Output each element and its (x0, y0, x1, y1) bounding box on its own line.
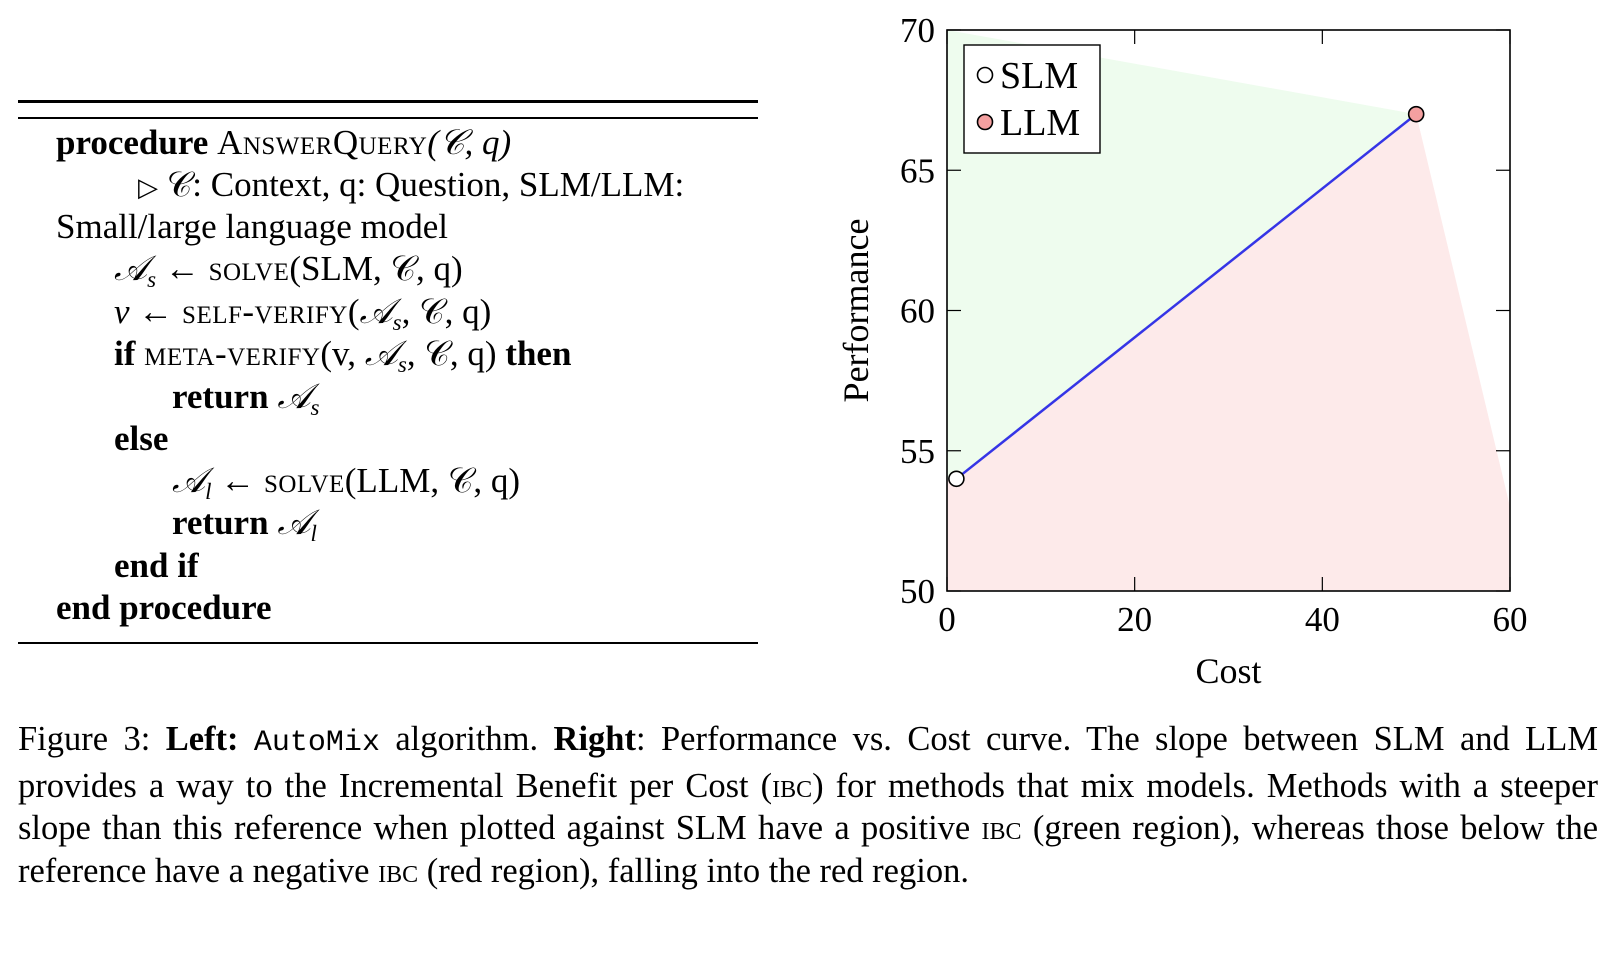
caption-left-label: Left: (165, 720, 239, 758)
algorithm-comment: ▷ 𝒞: Context, q: Question, SLM/LLM: (138, 165, 685, 204)
algorithm-line-self-verify: v ← self-verify(𝒜s, 𝒞, q) (114, 292, 492, 336)
algorithm-bottom-rule (18, 642, 758, 644)
algorithm-line-solve-slm: 𝒜s ← solve(SLM, 𝒞, q) (114, 249, 463, 293)
algorithm-line-procedure: procedure AnswerQuery(𝒞, q) (56, 123, 512, 162)
x-tick-label: 20 (1117, 600, 1152, 639)
caption-right-label: Right (553, 720, 636, 758)
legend-label-slm: SLM (1000, 55, 1078, 97)
figure-caption: Figure 3: Left: AutoMix algorithm. Right… (18, 720, 1599, 890)
algorithm-line-solve-llm: 𝒜l ← solve(LLM, 𝒞, q) (172, 461, 520, 505)
algorithm-top-rule (18, 100, 758, 103)
llm-point (1407, 105, 1425, 123)
y-tick-label: 55 (900, 432, 935, 471)
red-region (947, 114, 1510, 592)
algorithm-line-return-l: return 𝒜l (172, 503, 317, 547)
reference-line (955, 113, 1417, 480)
algorithm-header-rule (18, 117, 758, 119)
legend-box (963, 44, 1101, 154)
algorithm-comment-cont: Small/large language model (56, 207, 449, 246)
y-tick-label: 50 (900, 572, 935, 611)
y-tick-label: 70 (900, 11, 935, 50)
x-tick-label: 60 (1493, 600, 1528, 639)
legend-marker-llm (976, 113, 994, 131)
y-axis-label: Performance (836, 219, 876, 403)
y-tick-label: 60 (900, 292, 935, 331)
x-tick-label: 40 (1305, 600, 1340, 639)
chart-svg: 0 20 40 60 50 55 60 65 70 Cost Performance SLM LLM (836, 11, 1528, 691)
x-axis-label: Cost (1195, 651, 1261, 691)
algorithm-line-return-s: return 𝒜s (172, 377, 320, 421)
y-tick-label: 65 (900, 151, 935, 190)
slm-point (948, 470, 965, 488)
algorithm-line-else: else (114, 419, 169, 458)
caption-figure-label: Figure 3: (18, 720, 151, 758)
legend-label-llm: LLM (1000, 102, 1080, 144)
legend-marker-slm (976, 66, 994, 84)
caption-automix: AutoMix (253, 726, 380, 760)
algorithm-line-if: if meta-verify(v, 𝒜s, 𝒞, q) then (114, 334, 572, 378)
plot-frame (946, 29, 1511, 592)
x-tick-label: 0 (938, 600, 956, 639)
algorithm-line-end-procedure: end procedure (56, 588, 272, 627)
performance-cost-chart: 0 20 40 60 50 55 60 65 70 Cost Performance SLM LLM (820, 0, 1610, 700)
algorithm-line-end-if: end if (114, 546, 199, 585)
